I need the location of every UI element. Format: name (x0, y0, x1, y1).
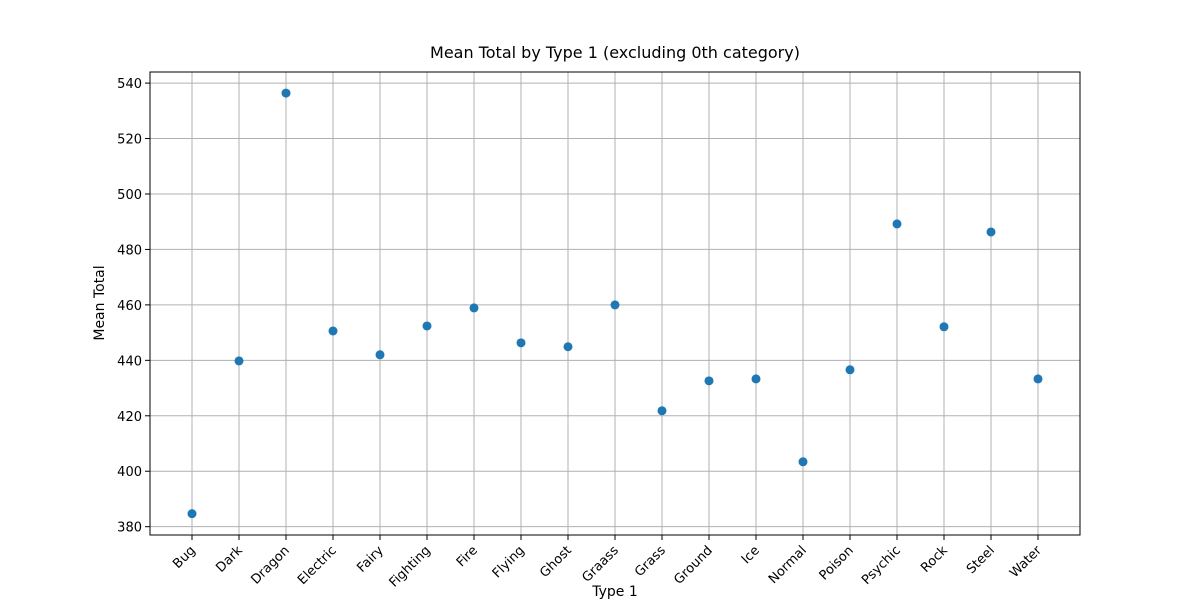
point (281, 88, 291, 98)
x-tick-label: Psychic (859, 543, 904, 588)
x-tick-label: Normal (766, 543, 810, 587)
x-tick-label: Graass (579, 543, 622, 586)
point (657, 406, 667, 416)
point (375, 350, 385, 360)
x-tick-label: Steel (964, 543, 998, 577)
y-tick-label: 460 (117, 299, 142, 314)
y-tick-label: 400 (117, 465, 142, 480)
x-tick-label: Ghost (537, 543, 575, 581)
x-tick-label: Dark (213, 543, 246, 576)
x-axis-label: Type 1 (591, 584, 638, 600)
point (516, 338, 526, 348)
chart-title: Mean Total by Type 1 (excluding 0th cate… (430, 43, 800, 62)
x-tick-label: Ice (739, 543, 763, 567)
point (328, 326, 338, 336)
point (234, 356, 244, 366)
point (1033, 374, 1043, 384)
point (986, 227, 996, 237)
x-tick-label: Bug (170, 543, 199, 572)
x-tick-label: Electric (295, 543, 340, 588)
point (704, 376, 714, 386)
point (610, 300, 620, 310)
y-tick-label: 540 (117, 77, 142, 92)
y-axis-label: Mean Total (92, 265, 108, 340)
y-tick-label: 500 (117, 188, 142, 203)
y-tick-label: 380 (117, 521, 142, 536)
point (422, 321, 432, 331)
x-tick-label: Fire (454, 543, 481, 570)
point (469, 303, 479, 313)
point (751, 374, 761, 384)
y-tick-label: 520 (117, 133, 142, 148)
point (845, 365, 855, 375)
x-tick-label: Dragon (248, 543, 292, 587)
x-tick-label: Fighting (387, 543, 434, 590)
x-tick-label: Fairy (354, 543, 387, 576)
x-tick-label: Flying (490, 543, 528, 581)
point (892, 219, 902, 229)
y-tick-label: 480 (117, 243, 142, 258)
y-tick-label: 440 (117, 354, 142, 369)
point (798, 457, 808, 467)
y-tick-label: 420 (117, 410, 142, 425)
x-tick-label: Ground (671, 543, 715, 587)
x-tick-label: Water (1007, 543, 1045, 581)
x-tick-label: Poison (817, 543, 857, 583)
point (187, 509, 197, 519)
plot-frame (149, 71, 1081, 536)
point (563, 342, 573, 352)
point (939, 322, 949, 332)
x-tick-label: Grass (632, 543, 669, 580)
x-tick-label: Rock (918, 543, 951, 576)
